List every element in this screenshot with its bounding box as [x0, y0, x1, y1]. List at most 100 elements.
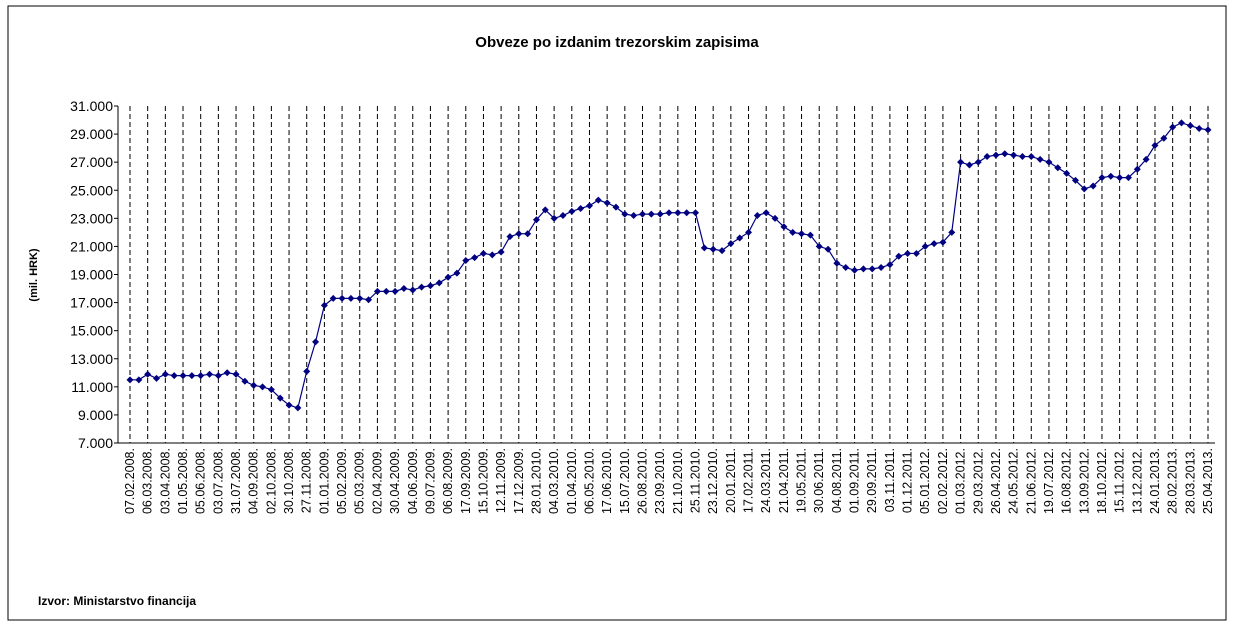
x-tick-label: 28.03.2013.	[1183, 448, 1197, 514]
x-tick-label: 04.06.2009.	[406, 448, 420, 514]
x-tick-label: 01.09.2011.	[848, 448, 862, 513]
x-tick-label: 06.03.2008.	[141, 448, 155, 514]
x-tick-label: 03.07.2008.	[211, 448, 225, 514]
data-point	[762, 209, 770, 217]
data-point	[638, 210, 646, 218]
x-tick-label: 02.04.2009.	[370, 448, 384, 514]
y-axis-title: (mil. HRK)	[28, 248, 40, 302]
y-tick-label: 19.000	[70, 267, 113, 283]
data-point	[983, 153, 991, 161]
y-tick-label: 11.000	[71, 379, 113, 395]
y-tick-label: 13.000	[70, 351, 113, 367]
y-tick-label: 21.000	[70, 238, 113, 254]
data-point	[1160, 134, 1168, 142]
data-point	[1133, 165, 1141, 173]
x-tick-label: 01.03.2012.	[954, 448, 968, 514]
x-tick-label: 06.05.2010.	[582, 448, 596, 514]
data-point	[1045, 158, 1053, 166]
data-point	[700, 244, 708, 252]
x-tick-label: 04.03.2010.	[547, 448, 561, 514]
data-point	[771, 214, 779, 222]
data-point	[320, 301, 328, 309]
data-point	[1177, 119, 1185, 127]
data-point	[621, 210, 629, 218]
data-point	[957, 158, 965, 166]
data-point	[1027, 153, 1035, 161]
data-point	[806, 231, 814, 239]
x-tick-label: 15.07.2010.	[618, 448, 632, 514]
data-point	[789, 228, 797, 236]
data-point	[488, 251, 496, 259]
data-point	[1089, 182, 1097, 190]
data-point	[1098, 174, 1106, 182]
data-point	[930, 240, 938, 248]
data-point	[736, 234, 744, 242]
x-tick-label: 19.07.2012.	[1042, 448, 1056, 514]
x-tick-label: 21.10.2010.	[671, 448, 685, 514]
data-point	[753, 212, 761, 220]
data-point	[992, 151, 1000, 159]
x-tick-label: 01.12.2011.	[901, 448, 915, 513]
x-tick-label: 13.09.2012.	[1077, 448, 1091, 514]
data-point	[524, 230, 532, 238]
chart-frame	[7, 5, 1227, 621]
data-point	[170, 372, 178, 380]
data-point	[382, 287, 390, 295]
y-tick-label: 27.000	[70, 154, 113, 170]
data-point	[214, 372, 222, 380]
x-tick-label: 05.06.2008.	[194, 448, 208, 514]
y-tick-label: 25.000	[70, 182, 113, 198]
data-point	[577, 205, 585, 213]
x-tick-label: 17.06.2010.	[600, 448, 614, 514]
data-point	[895, 252, 903, 260]
x-tick-label: 20.01.2011.	[724, 448, 738, 513]
x-tick-label: 03.04.2008.	[158, 448, 172, 514]
data-point	[400, 285, 408, 293]
data-point	[851, 266, 859, 274]
data-point	[329, 294, 337, 302]
data-point	[267, 386, 275, 394]
data-point	[426, 282, 434, 290]
data-point	[921, 242, 929, 250]
chart-title: Obveze po izdanim trezorskim zapisima	[475, 34, 759, 51]
data-point	[435, 279, 443, 287]
data-point	[1169, 123, 1177, 131]
data-point	[303, 367, 311, 375]
data-point	[294, 404, 302, 412]
data-point	[444, 273, 452, 281]
data-point	[594, 196, 602, 204]
data-point	[206, 370, 214, 378]
data-point	[532, 216, 540, 224]
data-point	[886, 261, 894, 269]
data-point	[815, 242, 823, 250]
x-tick-label: 12.11.2009.	[494, 448, 508, 513]
data-point	[373, 287, 381, 295]
data-point	[1107, 172, 1115, 180]
data-point	[550, 214, 558, 222]
data-point	[1063, 169, 1071, 177]
data-point	[259, 383, 267, 391]
data-point	[197, 372, 205, 380]
x-tick-label: 24.03.2011.	[759, 448, 773, 513]
x-tick-label: 21.04.2011.	[777, 448, 791, 513]
data-point	[833, 259, 841, 267]
x-tick-label: 21.06.2012.	[1024, 448, 1038, 514]
data-point	[692, 209, 700, 217]
data-point	[877, 263, 885, 271]
data-point	[541, 206, 549, 214]
data-point	[250, 381, 258, 389]
data-point	[161, 370, 169, 378]
data-point	[798, 230, 806, 238]
data-point	[568, 207, 576, 215]
data-point	[824, 245, 832, 253]
data-point	[347, 294, 355, 302]
x-tick-label: 17.02.2011.	[742, 448, 756, 513]
x-tick-label: 06.08.2009.	[441, 448, 455, 514]
x-tick-label: 17.12.2009.	[512, 448, 526, 514]
x-tick-label: 02.10.2008.	[264, 448, 278, 514]
data-point	[939, 238, 947, 246]
x-tick-label: 18.10.2012.	[1095, 448, 1109, 514]
data-point	[418, 283, 426, 291]
data-point	[912, 249, 920, 257]
data-point	[1010, 151, 1018, 159]
